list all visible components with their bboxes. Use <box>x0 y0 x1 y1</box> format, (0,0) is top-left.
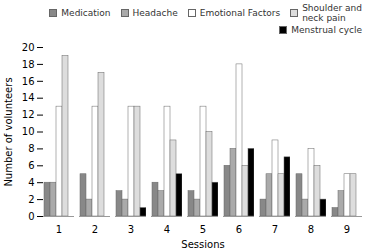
svg-text:3: 3 <box>128 224 134 235</box>
svg-text:2: 2 <box>28 194 34 205</box>
svg-text:1: 1 <box>56 224 62 235</box>
svg-text:12: 12 <box>22 109 35 120</box>
svg-text:20: 20 <box>22 42 35 53</box>
svg-text:5: 5 <box>200 224 206 235</box>
html-text:Menstrual cycle: Menstrual cycle <box>291 25 362 35</box>
html-text:Medication: Medication <box>61 8 111 18</box>
svg-text:6: 6 <box>28 160 34 171</box>
svg-text:18: 18 <box>22 59 35 70</box>
svg-text:8: 8 <box>28 143 34 154</box>
svg-text:16: 16 <box>22 76 35 87</box>
html-text:Emotional Factors: Emotional Factors <box>199 8 281 18</box>
svg-text:4: 4 <box>28 177 34 188</box>
svg-text:4: 4 <box>164 224 170 235</box>
svg-text:8: 8 <box>308 224 314 235</box>
svg-text:Sessions: Sessions <box>181 239 224 250</box>
svg-text:9: 9 <box>344 224 350 235</box>
svg-text:6: 6 <box>236 224 242 235</box>
svg-text:Number of volunteers: Number of volunteers <box>3 77 14 186</box>
svg-text:2: 2 <box>92 224 98 235</box>
svg-text:10: 10 <box>22 126 35 137</box>
html-text:Headache: Headache <box>132 8 178 18</box>
svg-text:0: 0 <box>28 211 34 222</box>
svg-text:14: 14 <box>22 92 35 103</box>
svg-text:7: 7 <box>272 224 278 235</box>
html-text:Shoulder and neck pain: Shoulder and neck pain <box>302 3 362 23</box>
